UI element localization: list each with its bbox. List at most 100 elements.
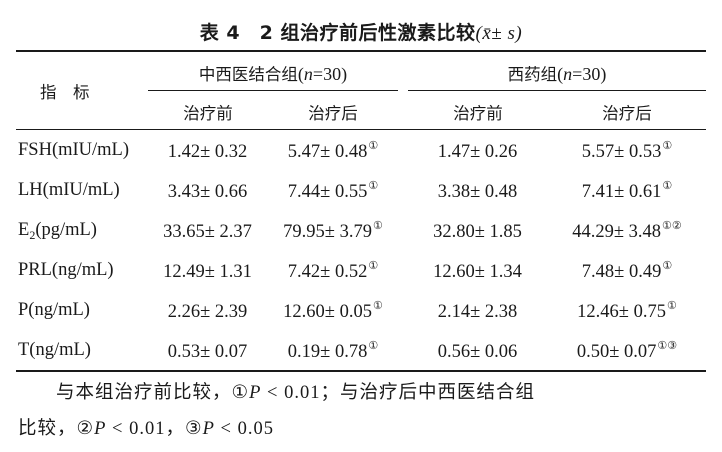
cell-value: 32.80± 1.85 (433, 222, 522, 242)
table-cell: 33.65± 2.37 (148, 222, 268, 243)
table-cell: 0.50± 0.07①③ (548, 340, 706, 363)
cell-value: 5.57± 0.53 (581, 142, 662, 162)
table-cell: 44.29± 3.48①② (548, 220, 706, 243)
subheader-integrated-after: 治疗后 (308, 104, 358, 123)
cell-value: 0.19± 0.78 (287, 342, 368, 362)
table-cell: 12.46± 0.75① (548, 300, 706, 323)
mark-2: ② (76, 418, 95, 439)
table-cell: 79.95± 3.79① (268, 220, 398, 243)
table-cell: 5.57± 0.53① (548, 140, 706, 163)
significance-mark: ① (662, 260, 673, 272)
table-cell: 7.42± 0.52① (268, 260, 398, 283)
significance-mark: ① (666, 300, 677, 312)
cell-value: 3.43± 0.66 (167, 182, 248, 202)
table-cell: 5.47± 0.48① (268, 140, 398, 163)
table-cell: 7.48± 0.49① (548, 260, 706, 283)
cell-value: 1.42± 0.32 (167, 142, 248, 162)
table-cell: 2.14± 2.38 (408, 302, 548, 323)
cell-value: 2.26± 2.39 (167, 302, 248, 322)
label-tail: (pg/mL) (35, 220, 97, 240)
group-name: 西药组 (507, 65, 558, 84)
cell-value: 12.60± 0.05 (283, 302, 372, 322)
table-caption: 表 4 2 组治疗前后性激素比较(x̄± s) (0, 18, 722, 45)
p-relation: < 0.01 (106, 419, 166, 439)
cell-value: 7.41± 0.61 (581, 182, 662, 202)
cell-value: 12.46± 0.75 (577, 302, 666, 322)
row-label-prl: PRL(ng/mL) (18, 260, 114, 281)
cell-value: 79.95± 3.79 (283, 222, 372, 242)
significance-mark: ① (372, 300, 383, 312)
cell-value: 3.38± 0.48 (437, 182, 518, 202)
p-var: P (94, 419, 107, 439)
cell-value: 7.42± 0.52 (287, 262, 368, 282)
label-main: PRL(ng/mL) (18, 260, 114, 280)
notation-mean: x̄ (482, 23, 492, 44)
row-label-p: P(ng/mL) (18, 300, 90, 321)
table-cell: 2.26± 2.39 (148, 302, 268, 323)
table-cell: 3.38± 0.48 (408, 182, 548, 203)
table-title: 2 组治疗前后性激素比较 (259, 22, 476, 44)
table-cell: 32.80± 1.85 (408, 222, 548, 243)
group-header-western: 西药组(n=30) (408, 61, 706, 85)
label-main: E (18, 220, 30, 240)
paren-close: ) (341, 64, 348, 84)
table-cell: 12.60± 0.05① (268, 300, 398, 323)
label-main: P(ng/mL) (18, 300, 90, 320)
significance-mark: ①② (662, 220, 682, 232)
footnote-text: 比较， (18, 418, 77, 439)
row-label-lh: LH(mIU/mL) (18, 180, 120, 201)
cell-value: 0.53± 0.07 (167, 342, 248, 362)
group-header-integrated: 中西医结合组(n=30) (148, 61, 398, 85)
paren-close: ) (600, 64, 607, 84)
group-name: 中西医结合组 (198, 65, 298, 84)
label-main: FSH(mIU/mL) (18, 140, 129, 160)
cell-value: 7.44± 0.55 (287, 182, 368, 202)
indicator-header: 指 标 (40, 83, 90, 102)
significance-mark: ① (662, 180, 673, 192)
p-var: P (202, 419, 215, 439)
significance-mark: ① (368, 180, 379, 192)
table-header-rule (16, 129, 706, 130)
n-var: n (303, 64, 313, 84)
table-top-rule (16, 50, 706, 52)
row-label-fsh: FSH(mIU/mL) (18, 140, 129, 161)
paren-open: ( (297, 64, 304, 84)
n-var: n (563, 64, 573, 84)
significance-mark: ① (662, 140, 673, 152)
table-cell: 0.19± 0.78① (268, 340, 398, 363)
notation-pm: ± (491, 23, 508, 44)
notation-sd: s (507, 23, 516, 44)
subheader-integrated-before: 治疗前 (183, 104, 233, 123)
p-relation: < 0.05 (214, 419, 274, 439)
footnote-text: ；与治疗后中西医结合组 (320, 382, 535, 403)
notation-open: ( (475, 23, 483, 44)
footnote-line-1: 与本组治疗前比较，①P < 0.01；与治疗后中西医结合组 (56, 378, 706, 404)
significance-mark: ① (372, 220, 383, 232)
n-value: =30 (572, 64, 601, 84)
footnote-line-2: 比较，②P < 0.01，③P < 0.05 (18, 414, 708, 440)
table-cell: 12.49± 1.31 (148, 262, 268, 283)
table-label: 表 4 (199, 22, 241, 44)
footnote-text: 与本组治疗前比较， (56, 382, 232, 403)
table-bottom-rule (16, 370, 706, 372)
significance-mark: ① (368, 340, 379, 352)
table-cell: 12.60± 1.34 (408, 262, 548, 283)
cell-value: 12.49± 1.31 (163, 262, 252, 282)
row-label-t: T(ng/mL) (18, 340, 91, 361)
table-cell: 0.56± 0.06 (408, 342, 548, 363)
cell-value: 7.48± 0.49 (581, 262, 662, 282)
table-cell: 0.53± 0.07 (148, 342, 268, 363)
cell-value: 33.65± 2.37 (163, 222, 252, 242)
p-relation: < 0.01 (261, 383, 321, 403)
label-main: T(ng/mL) (18, 340, 91, 360)
label-sub: 2 (29, 228, 36, 242)
subheader-western-after: 治疗后 (602, 104, 652, 123)
mark-1: ① (231, 382, 250, 403)
row-label-e2: E2(pg/mL) (18, 220, 97, 242)
table-cell: 3.43± 0.66 (148, 182, 268, 203)
table-cell: 7.41± 0.61① (548, 180, 706, 203)
subheader-western-before: 治疗前 (453, 104, 503, 123)
label-main: LH(mIU/mL) (18, 180, 120, 200)
significance-mark: ① (368, 260, 379, 272)
